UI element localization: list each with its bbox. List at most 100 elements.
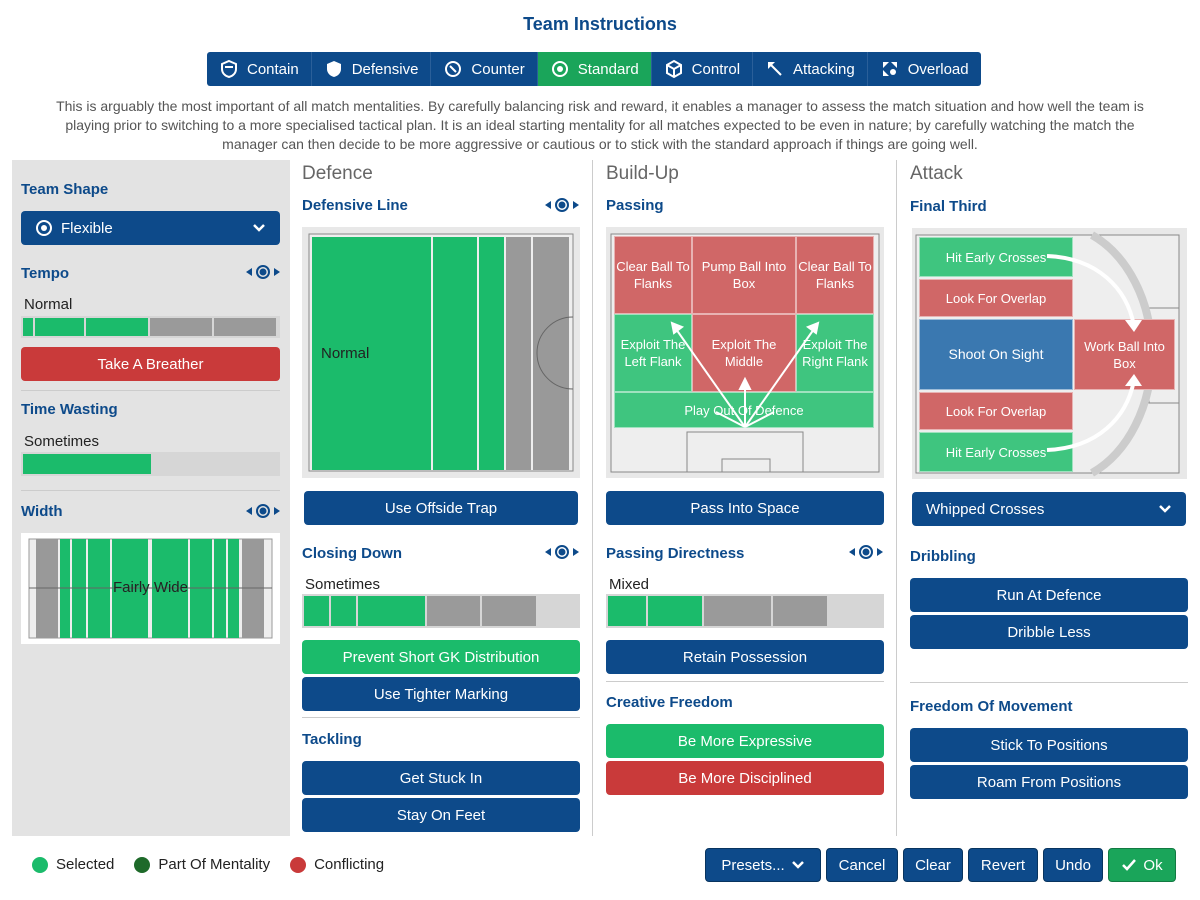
divider: [302, 717, 580, 718]
slider-toggle-icon[interactable]: [245, 265, 281, 279]
defensive-line-label: Defensive Line: [302, 197, 408, 214]
passing-pitch: Clear Ball To Flanks Pump Ball Into Box …: [606, 227, 884, 478]
passing-label: Passing: [606, 197, 664, 214]
final-third-label: Final Third: [910, 198, 987, 215]
part-dot-icon: [134, 856, 151, 873]
width-value: Fairly Wide: [112, 579, 188, 596]
slider-toggle-icon[interactable]: [544, 198, 580, 212]
conflicting-dot-icon: [290, 856, 307, 873]
closing-down-value: Sometimes: [305, 576, 381, 593]
width-label: Width: [21, 503, 63, 520]
width-pitch[interactable]: Fairly Wide: [21, 533, 280, 644]
zone-play-out[interactable]: Play Out Of Defence: [614, 392, 874, 428]
tab-control[interactable]: Control: [652, 52, 754, 86]
ok-button[interactable]: Ok: [1108, 848, 1176, 882]
zone-clear-ball-right[interactable]: Clear Ball To Flanks: [796, 236, 874, 314]
bar-segment: [35, 318, 84, 336]
pitch-diagram: [28, 538, 273, 639]
dribble-less-button[interactable]: Dribble Less: [910, 615, 1188, 649]
dribbling-label: Dribbling: [910, 548, 976, 565]
counter-icon: [445, 61, 462, 77]
tab-attacking[interactable]: Attacking: [753, 52, 868, 86]
zone-hit-early-bottom[interactable]: Hit Early Crosses: [919, 432, 1073, 472]
bar-segment: [23, 454, 151, 474]
stay-on-feet-button[interactable]: Stay On Feet: [302, 798, 580, 832]
zone-work-ball[interactable]: Work Ball Into Box: [1074, 319, 1175, 390]
be-more-expressive-button[interactable]: Be More Expressive: [606, 724, 884, 758]
prevent-short-gk-distribution-button[interactable]: Prevent Short GK Distribution: [302, 640, 580, 674]
tab-defensive[interactable]: Defensive: [312, 52, 432, 86]
legend-conflicting: Conflicting: [290, 856, 384, 873]
tab-counter[interactable]: Counter: [431, 52, 538, 86]
clear-button[interactable]: Clear: [903, 848, 963, 882]
passing-directness-bar[interactable]: [606, 594, 884, 628]
pitch-diagram: [308, 233, 574, 472]
arrow-icon: [768, 62, 782, 76]
use-tighter-marking-button[interactable]: Use Tighter Marking: [302, 677, 580, 711]
time-wasting-label: Time Wasting: [21, 401, 118, 418]
page-title: Team Instructions: [523, 14, 677, 34]
retain-possession-button[interactable]: Retain Possession: [606, 640, 884, 674]
tab-label: Contain: [247, 60, 299, 78]
cancel-button[interactable]: Cancel: [826, 848, 898, 882]
bar-segment: [608, 596, 646, 626]
use-offside-trap-button[interactable]: Use Offside Trap: [304, 491, 578, 525]
tackling-label: Tackling: [302, 731, 362, 748]
build-up-heading: Build-Up: [606, 163, 679, 184]
divider: [21, 490, 280, 491]
zone-exploit-left[interactable]: Exploit The Left Flank: [614, 314, 692, 392]
cube-icon: [665, 59, 682, 79]
time-wasting-value: Sometimes: [24, 433, 100, 450]
passing-directness-label: Passing Directness: [606, 545, 745, 562]
run-at-defence-button[interactable]: Run At Defence: [910, 578, 1188, 612]
zone-clear-ball-left[interactable]: Clear Ball To Flanks: [614, 236, 692, 314]
zone-hit-early-top[interactable]: Hit Early Crosses: [919, 237, 1073, 277]
time-wasting-bar[interactable]: [21, 452, 280, 476]
tab-label: Attacking: [793, 60, 855, 78]
defensive-line-pitch[interactable]: Normal: [302, 227, 580, 478]
tab-label: Standard: [577, 60, 639, 78]
slider-toggle-icon[interactable]: [848, 545, 884, 559]
take-a-breather-button[interactable]: Take A Breather: [21, 347, 280, 381]
bar-segment: [773, 596, 827, 626]
tab-overload[interactable]: Overload: [868, 52, 981, 86]
passing-directness-value: Mixed: [609, 576, 650, 593]
slider-toggle-icon[interactable]: [245, 504, 281, 518]
bar-segment: [304, 596, 329, 626]
tempo-bar[interactable]: [21, 316, 280, 338]
shield-icon: [326, 61, 341, 77]
team-shape-dropdown[interactable]: Flexible: [21, 211, 280, 245]
team-shape-label: Team Shape: [21, 181, 109, 198]
be-more-disciplined-button[interactable]: Be More Disciplined: [606, 761, 884, 795]
closing-down-bar[interactable]: [302, 594, 580, 628]
tempo-value: Normal: [24, 296, 73, 313]
zone-pump-ball[interactable]: Pump Ball Into Box: [692, 236, 796, 314]
checkmark-icon: [1122, 859, 1137, 871]
zone-exploit-right[interactable]: Exploit The Right Flank: [796, 314, 874, 392]
defensive-line-value: Normal: [321, 345, 370, 362]
stick-to-positions-button[interactable]: Stick To Positions: [910, 728, 1188, 762]
bar-segment: [427, 596, 480, 626]
zone-shoot-on-sight[interactable]: Shoot On Sight: [919, 319, 1073, 390]
chevron-down-icon: [1159, 505, 1171, 513]
slider-toggle-icon[interactable]: [544, 545, 580, 559]
zone-exploit-middle[interactable]: Exploit The Middle: [692, 314, 796, 392]
mentality-tabs: Contain Defensive Counter Standard Contr…: [207, 52, 981, 86]
divider: [606, 681, 884, 682]
crosses-dropdown[interactable]: Whipped Crosses: [912, 492, 1186, 526]
revert-button[interactable]: Revert: [968, 848, 1038, 882]
roam-from-positions-button[interactable]: Roam From Positions: [910, 765, 1188, 799]
zone-overlap-top[interactable]: Look For Overlap: [919, 279, 1073, 317]
bar-segment: [214, 318, 276, 336]
tab-standard[interactable]: Standard: [537, 52, 652, 86]
presets-button[interactable]: Presets...: [705, 848, 821, 882]
selected-dot-icon: [32, 856, 48, 873]
tab-contain[interactable]: Contain: [207, 52, 312, 86]
bar-segment: [648, 596, 702, 626]
legend-label: Conflicting: [314, 856, 385, 873]
closing-down-label: Closing Down: [302, 545, 402, 562]
pass-into-space-button[interactable]: Pass Into Space: [606, 491, 884, 525]
get-stuck-in-button[interactable]: Get Stuck In: [302, 761, 580, 795]
undo-button[interactable]: Undo: [1043, 848, 1103, 882]
zone-overlap-bottom[interactable]: Look For Overlap: [919, 392, 1073, 430]
